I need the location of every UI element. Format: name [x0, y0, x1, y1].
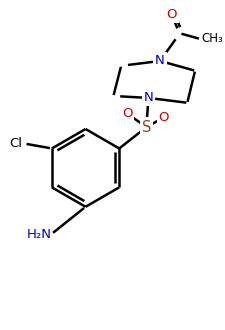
Text: H₂N: H₂N: [26, 227, 51, 241]
Text: O: O: [121, 107, 132, 120]
Text: N: N: [155, 54, 164, 67]
Text: Cl: Cl: [10, 137, 22, 150]
Text: N: N: [143, 91, 153, 104]
Text: S: S: [141, 119, 151, 135]
Text: O: O: [158, 111, 169, 124]
Text: CH₃: CH₃: [200, 32, 222, 45]
Text: O: O: [166, 8, 176, 21]
